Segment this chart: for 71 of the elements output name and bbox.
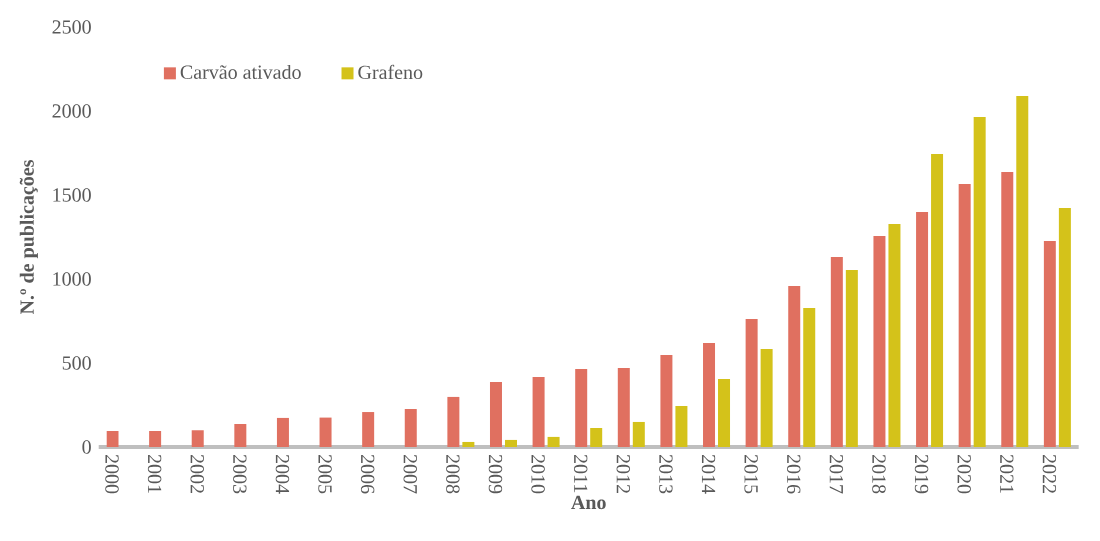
bar bbox=[873, 235, 886, 447]
y-tick-label: 1500 bbox=[53, 188, 91, 202]
bar bbox=[504, 439, 517, 447]
x-tick-label: 2004 bbox=[275, 454, 290, 494]
bar bbox=[788, 286, 801, 447]
bar bbox=[1016, 96, 1029, 447]
x-tick-label: 2020 bbox=[957, 454, 971, 494]
bar bbox=[803, 308, 816, 447]
x-tick-label: 2016 bbox=[786, 454, 801, 494]
y-tick-label: 2500 bbox=[52, 20, 91, 34]
bar bbox=[319, 417, 332, 447]
bar bbox=[718, 378, 731, 447]
bar bbox=[830, 256, 843, 447]
x-tick-label: 2009 bbox=[488, 454, 503, 494]
bar bbox=[234, 423, 247, 447]
x-tick-label: 2003 bbox=[233, 454, 247, 494]
bar bbox=[191, 430, 204, 447]
bar bbox=[149, 431, 162, 447]
bar bbox=[703, 343, 716, 447]
y-tick-label: 2000 bbox=[52, 104, 91, 118]
y-tick-label: 1000 bbox=[53, 272, 91, 286]
x-tick-label: 2008 bbox=[446, 454, 460, 494]
bar bbox=[632, 421, 645, 447]
x-tick-label: 2015 bbox=[744, 454, 758, 494]
bar bbox=[590, 428, 603, 447]
x-tick-label: 2017 bbox=[829, 454, 844, 494]
bar bbox=[1058, 207, 1071, 447]
y-tick-label: 500 bbox=[62, 356, 91, 370]
y-axis-title: N.º de publicações bbox=[19, 160, 38, 315]
x-tick-label: 2022 bbox=[1042, 454, 1057, 493]
x-tick-label: 2006 bbox=[360, 454, 375, 494]
bar bbox=[1043, 241, 1056, 447]
bar bbox=[404, 409, 417, 447]
bar bbox=[745, 318, 758, 447]
x-tick-label: 2001 bbox=[147, 454, 162, 493]
bar bbox=[532, 376, 545, 447]
bar bbox=[106, 431, 119, 447]
bar bbox=[973, 117, 986, 447]
bar bbox=[660, 354, 673, 447]
legend-label: Carvão ativado bbox=[180, 64, 301, 79]
bar bbox=[760, 349, 773, 447]
x-axis-title: Ano bbox=[571, 495, 606, 510]
x-tick-label: 2012 bbox=[616, 454, 631, 493]
x-tick-label: 2011 bbox=[573, 454, 588, 493]
x-tick-label: 2018 bbox=[872, 454, 886, 494]
x-tick-label: 2014 bbox=[701, 454, 716, 494]
bar bbox=[888, 224, 901, 447]
x-tick-label: 2005 bbox=[318, 454, 332, 494]
bar bbox=[462, 441, 475, 447]
bar bbox=[362, 412, 375, 447]
y-tick-label: 0 bbox=[82, 440, 91, 454]
bar bbox=[845, 269, 858, 447]
x-tick-label: 2000 bbox=[105, 454, 119, 494]
bar bbox=[675, 406, 688, 447]
bar bbox=[958, 184, 971, 447]
bar bbox=[547, 436, 560, 447]
bar bbox=[617, 368, 630, 447]
legend-label: Grafeno bbox=[358, 64, 423, 80]
bar bbox=[276, 417, 289, 447]
bar bbox=[931, 154, 944, 447]
bar bbox=[447, 396, 460, 447]
x-tick-label: 2010 bbox=[531, 454, 545, 494]
x-tick-label: 2019 bbox=[914, 454, 929, 494]
x-tick-label: 2021 bbox=[1000, 454, 1014, 493]
x-tick-label: 2013 bbox=[659, 454, 673, 494]
bar bbox=[916, 211, 929, 447]
bar bbox=[489, 381, 502, 447]
x-tick-label: 2002 bbox=[190, 454, 204, 493]
bar bbox=[575, 369, 588, 447]
bar bbox=[1001, 171, 1014, 447]
x-tick-label: 2007 bbox=[403, 454, 418, 494]
